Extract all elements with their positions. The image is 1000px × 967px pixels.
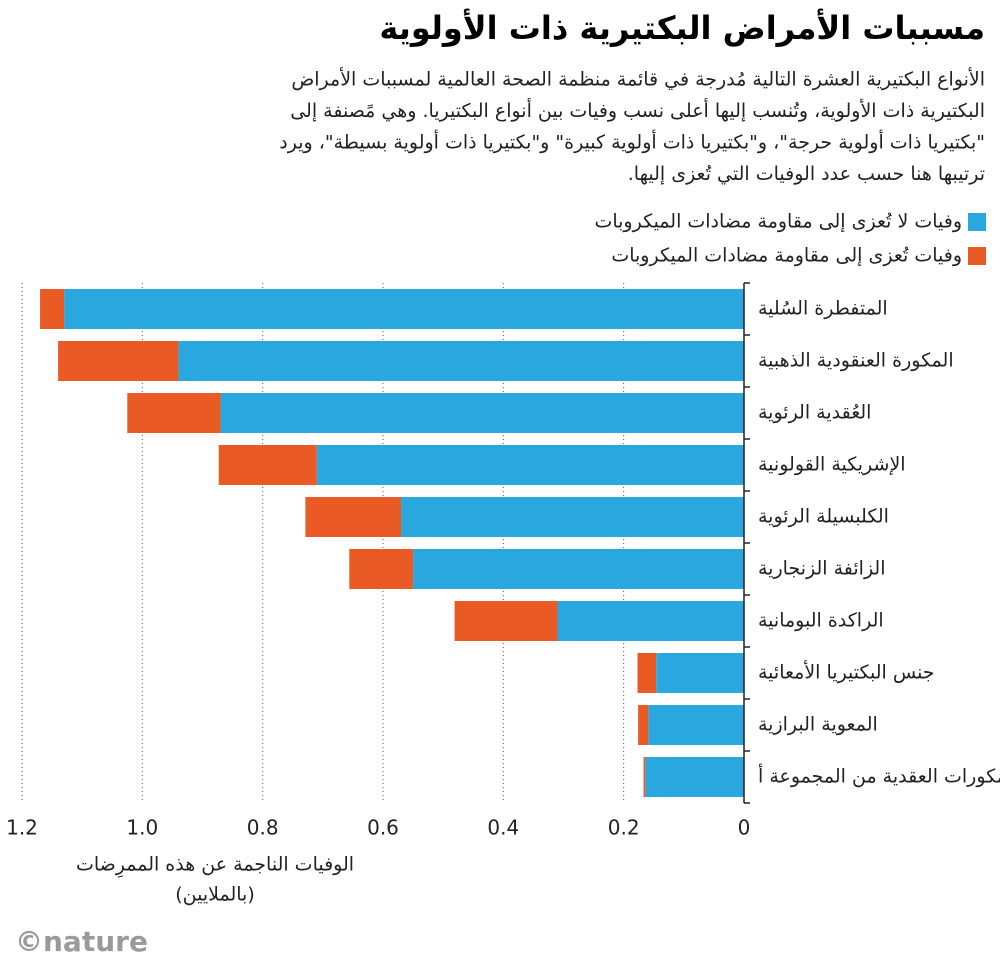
y-tick-label: المكورة العنقودية الذهبية xyxy=(758,350,954,372)
legend-label: وفيات لا تُعزى إلى مقاومة مضادات الميكرو… xyxy=(594,211,962,234)
chart-title: مسببات الأمراض البكتيرية ذات الأولوية xyxy=(379,8,985,47)
footer-logo: ©nature xyxy=(15,925,148,958)
subtitle-line: "بكتيريا ذات أولوية حرجة"، و"بكتيريا ذات… xyxy=(279,130,985,154)
bar xyxy=(648,705,744,745)
x-axis-label: (بالملايين) xyxy=(175,884,255,906)
legend-label: وفيات تُعزى إلى مقاومة مضادات الميكروبات xyxy=(611,245,962,268)
x-tick-label: 0 xyxy=(738,816,751,840)
bar xyxy=(305,497,402,537)
legend-swatch xyxy=(968,213,986,231)
y-tick-label: الكلبسيلة الرئوية xyxy=(758,506,889,528)
x-tick-label: 1.2 xyxy=(6,816,38,840)
y-tick-label: المكورات العقدية من المجموعة أ xyxy=(758,764,1000,788)
x-axis-label: الوفيات الناجمة عن هذه الممرِضات xyxy=(76,854,354,879)
x-tick-label: 0.6 xyxy=(367,816,399,840)
subtitle-line: الأنواع البكتيرية العشرة التالية مُدرجة … xyxy=(291,68,985,91)
bar xyxy=(178,341,744,381)
subtitle-line: ترتيبها هنا حسب عدد الوفيات التي تُعزى إ… xyxy=(628,163,985,186)
y-tick-label: جنس البكتيريا الأمعائية xyxy=(758,661,935,684)
bar xyxy=(643,757,646,797)
bar xyxy=(645,757,744,797)
y-tick-label: الراكدة البومانية xyxy=(758,610,884,632)
bar xyxy=(58,341,179,381)
y-tick-label: الزائفة الزنجارية xyxy=(758,558,886,580)
bar xyxy=(557,601,744,641)
subtitle-line: البكتيرية ذات الأولوية، وتُنسب إليها أعل… xyxy=(290,98,985,123)
bar xyxy=(637,653,657,693)
x-tick-label: 0.8 xyxy=(247,816,279,840)
bar xyxy=(349,549,414,589)
bar xyxy=(401,497,744,537)
x-tick-label: 0.2 xyxy=(608,816,640,840)
y-tick-label: الإشريكية القولونية xyxy=(758,454,906,476)
legend-swatch xyxy=(968,247,986,265)
y-tick-label: المعوية البرازية xyxy=(758,714,878,736)
x-tick-label: 1.0 xyxy=(126,816,158,840)
bar xyxy=(638,705,649,745)
bar xyxy=(656,653,744,693)
y-tick-label: المتفطرة السُلية xyxy=(758,298,888,320)
bar xyxy=(127,393,221,433)
bar xyxy=(64,289,744,329)
bar xyxy=(40,289,65,329)
bar xyxy=(454,601,558,641)
x-tick-label: 0.4 xyxy=(487,816,519,840)
bar xyxy=(220,393,745,433)
bar xyxy=(413,549,744,589)
bar xyxy=(316,445,744,485)
y-tick-label: العُقدية الرئوية xyxy=(758,402,871,424)
bar xyxy=(218,445,317,485)
